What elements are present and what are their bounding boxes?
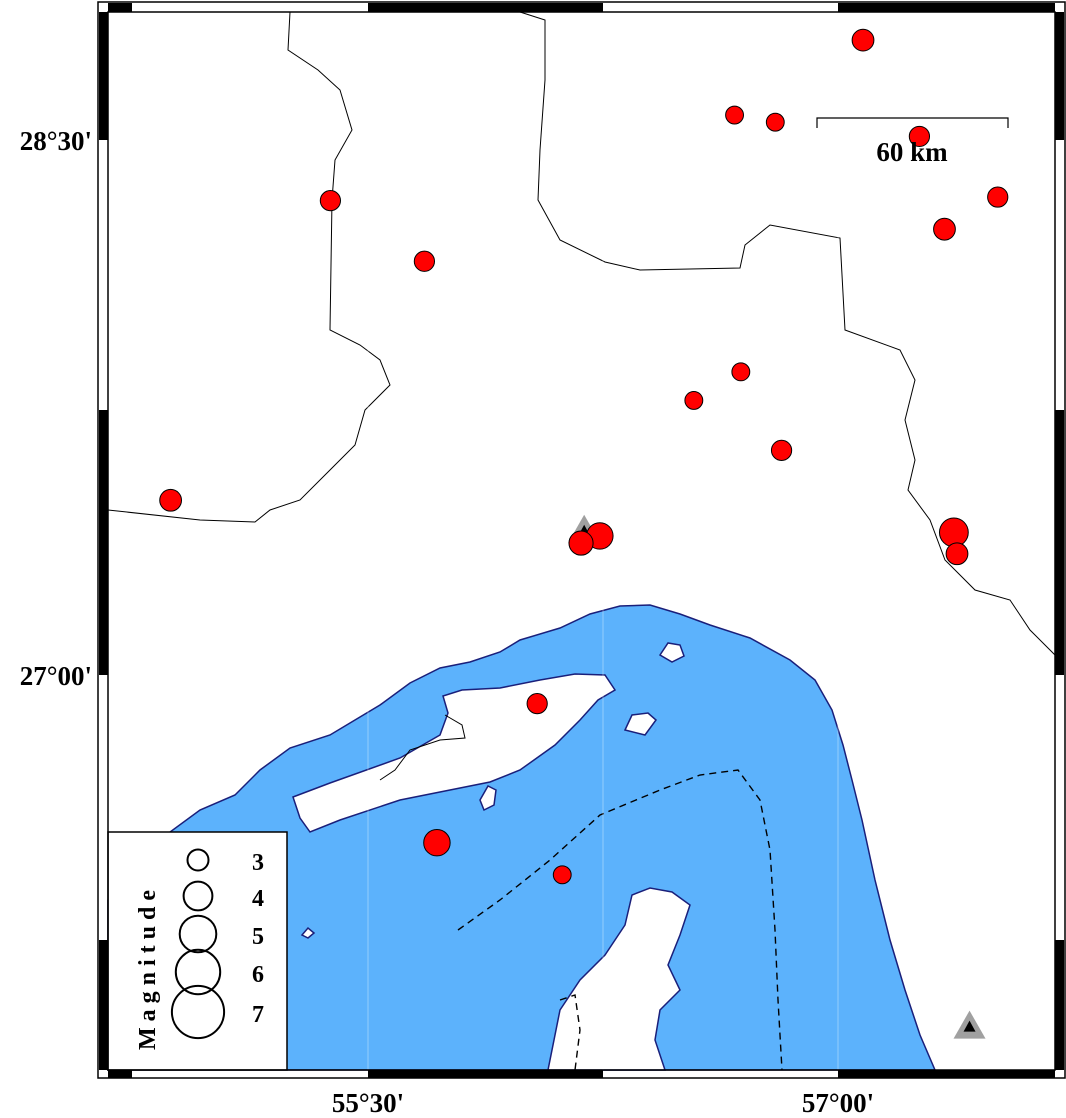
earthquake-event — [987, 186, 1009, 208]
earthquake-event — [731, 362, 751, 382]
scale-bar-line — [816, 117, 1009, 128]
earthquake-event — [552, 865, 572, 885]
legend-magnitude-label: 7 — [252, 1002, 264, 1028]
earthquake-event — [938, 517, 969, 548]
water — [107, 604, 937, 1071]
earthquake-event — [159, 488, 183, 512]
legend-circle — [186, 848, 210, 872]
earthquake-event — [526, 692, 548, 715]
legend-circle — [170, 984, 226, 1040]
lat-label-27-00: 27°00' — [20, 661, 92, 691]
earthquake-event — [423, 828, 451, 857]
legend-magnitude-label: 3 — [252, 850, 264, 876]
axis-labels: 28°30' 27°00' 55°30' 57°00' — [20, 126, 874, 1118]
sea-area — [107, 604, 937, 1071]
earthquake-event — [319, 190, 342, 212]
legend-magnitude-label: 6 — [252, 962, 264, 988]
political-boundaries — [107, 11, 1056, 781]
earthquake-event — [684, 390, 704, 410]
earthquake-event — [933, 217, 956, 241]
lat-label-28-30: 28°30' — [20, 126, 92, 156]
bathymetry-contours — [457, 769, 783, 1071]
seismic-station-icon — [953, 1010, 986, 1039]
scale-bar-label: 60 km — [876, 137, 948, 167]
legend: Magnitude 3 4 5 6 7 — [107, 831, 288, 1071]
hormuz-island — [658, 642, 685, 663]
lon-label-55-30: 55°30' — [332, 1088, 404, 1118]
legend-circle — [174, 948, 222, 996]
earthquake-event — [725, 105, 745, 125]
earthquake-event — [413, 250, 436, 272]
map-frame — [97, 1, 1066, 1079]
legend-title: Magnitude — [135, 884, 161, 1050]
earthquake-event — [851, 28, 875, 52]
legend-magnitude-label: 4 — [252, 886, 264, 912]
earthquake-event — [945, 542, 969, 566]
legend-circle — [178, 914, 218, 954]
earthquake-event — [770, 439, 793, 461]
earthquake-events — [159, 28, 1009, 885]
scale-bar: 60 km — [816, 117, 1009, 167]
earthquake-event — [908, 125, 931, 148]
lon-label-57-00: 57°00' — [802, 1088, 874, 1118]
larak-island — [623, 712, 658, 736]
hengam-island — [479, 785, 497, 812]
legend-magnitude-label: 5 — [252, 924, 264, 950]
small-island — [300, 926, 316, 939]
earthquake-event — [568, 530, 594, 556]
earthquake-event — [765, 112, 785, 132]
legend-circle — [182, 880, 214, 912]
musandam-peninsula — [547, 887, 691, 1071]
